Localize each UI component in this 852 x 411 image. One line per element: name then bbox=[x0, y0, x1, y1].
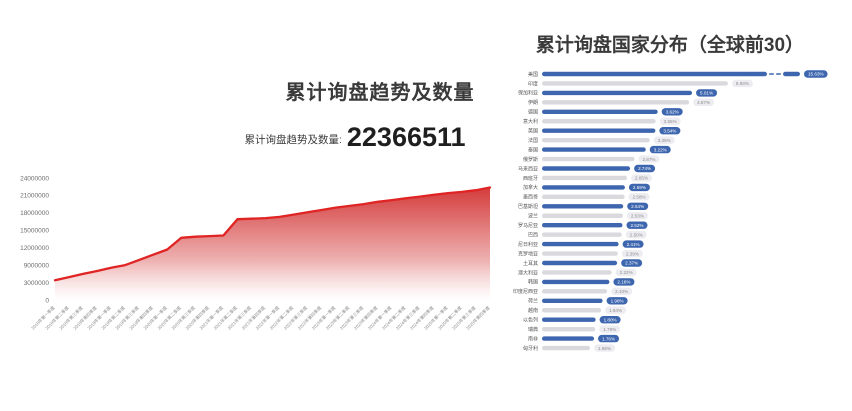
svg-text:3.54%: 3.54% bbox=[663, 128, 676, 133]
svg-text:尼日利亚: 尼日利亚 bbox=[518, 241, 538, 248]
svg-text:西班牙: 西班牙 bbox=[523, 175, 538, 182]
svg-text:9000000: 9000000 bbox=[24, 262, 50, 269]
svg-text:5.01%: 5.01% bbox=[700, 91, 713, 96]
svg-text:1.94%: 1.94% bbox=[609, 308, 622, 313]
svg-text:3000000: 3000000 bbox=[24, 280, 50, 287]
svg-text:2.39%: 2.39% bbox=[626, 251, 639, 256]
svg-text:2.50%: 2.50% bbox=[630, 232, 643, 237]
svg-text:法国: 法国 bbox=[528, 137, 538, 144]
svg-text:3.22%: 3.22% bbox=[654, 147, 667, 152]
svg-text:2.54%: 2.54% bbox=[631, 204, 644, 209]
svg-text:伊朗: 伊朗 bbox=[528, 99, 538, 106]
svg-text:美国: 美国 bbox=[528, 71, 538, 78]
svg-text:泰国: 泰国 bbox=[528, 146, 538, 153]
svg-text:1.80%: 1.80% bbox=[604, 317, 617, 322]
svg-text:2.10%: 2.10% bbox=[615, 289, 628, 294]
svg-text:2.16%: 2.16% bbox=[617, 280, 630, 285]
svg-text:2.52%: 2.52% bbox=[630, 223, 643, 228]
svg-text:1.66%: 1.66% bbox=[598, 346, 611, 351]
svg-text:波兰: 波兰 bbox=[528, 213, 538, 220]
svg-text:马来西亚: 马来西亚 bbox=[518, 165, 538, 172]
svg-text:越南: 越南 bbox=[528, 307, 538, 314]
svg-text:2.37%: 2.37% bbox=[625, 261, 638, 266]
svg-text:1.79%: 1.79% bbox=[603, 327, 616, 332]
svg-text:英国: 英国 bbox=[528, 128, 538, 135]
trend-stat: 累计询盘趋势及数量: 22366511 bbox=[95, 122, 615, 153]
svg-text:2.87%: 2.87% bbox=[642, 157, 655, 162]
trend-chart-title: 累计询盘趋势及数量 bbox=[285, 82, 475, 104]
svg-text:墨西哥: 墨西哥 bbox=[523, 195, 538, 201]
svg-text:4.87%: 4.87% bbox=[697, 100, 710, 105]
svg-text:匈牙利: 匈牙利 bbox=[523, 345, 538, 352]
svg-text:18000000: 18000000 bbox=[20, 210, 49, 217]
svg-text:15.63%: 15.63% bbox=[808, 72, 824, 77]
distribution-chart-title: 累计询盘国家分布（全球前30） bbox=[535, 35, 805, 56]
svg-text:24000000: 24000000 bbox=[20, 175, 49, 182]
svg-text:加拿大: 加拿大 bbox=[523, 184, 538, 191]
svg-text:21000000: 21000000 bbox=[20, 193, 49, 200]
svg-text:1.76%: 1.76% bbox=[602, 336, 615, 341]
svg-text:保加利亚: 保加利亚 bbox=[518, 90, 538, 97]
svg-text:3.35%: 3.35% bbox=[658, 138, 671, 143]
svg-text:荷兰: 荷兰 bbox=[528, 298, 538, 305]
svg-text:3.55%: 3.55% bbox=[664, 119, 677, 124]
svg-text:南非: 南非 bbox=[528, 335, 538, 342]
svg-text:2.58%: 2.58% bbox=[633, 195, 646, 200]
svg-text:8.93%: 8.93% bbox=[736, 81, 749, 86]
svg-text:0: 0 bbox=[45, 297, 49, 304]
trend-stat-label: 累计询盘趋势及数量: bbox=[244, 134, 342, 146]
svg-text:韩国: 韩国 bbox=[528, 279, 538, 286]
svg-text:土耳其: 土耳其 bbox=[523, 260, 538, 267]
svg-text:2.65%: 2.65% bbox=[635, 176, 648, 181]
svg-text:印度尼西亚: 印度尼西亚 bbox=[513, 288, 538, 295]
trend-area-chart[interactable]: 0 3000000 9000000 12000000 15000000 18000000 2… bbox=[16, 165, 508, 380]
svg-text:意大利: 意大利 bbox=[523, 118, 538, 125]
trend-stat-value: 22366511 bbox=[346, 122, 466, 152]
svg-text:15000000: 15000000 bbox=[20, 228, 49, 235]
svg-text:2.59%: 2.59% bbox=[633, 185, 646, 190]
svg-text:2.53%: 2.53% bbox=[631, 213, 644, 218]
svg-text:2.74%: 2.74% bbox=[638, 166, 651, 171]
svg-text:以色列: 以色列 bbox=[523, 317, 538, 324]
svg-text:瑞典: 瑞典 bbox=[528, 326, 538, 333]
svg-text:克罗地亚: 克罗地亚 bbox=[518, 250, 538, 257]
svg-text:2.22%: 2.22% bbox=[620, 270, 633, 275]
svg-text:2025年第四季度: 2025年第四季度 bbox=[465, 304, 492, 331]
svg-text:巴基斯坦: 巴基斯坦 bbox=[518, 203, 538, 210]
svg-text:2.41%: 2.41% bbox=[627, 242, 640, 247]
svg-text:俄罗斯: 俄罗斯 bbox=[523, 156, 538, 163]
svg-text:12000000: 12000000 bbox=[20, 245, 49, 252]
svg-text:印度: 印度 bbox=[528, 80, 538, 87]
svg-text:罗马尼亚: 罗马尼亚 bbox=[518, 222, 538, 229]
country-bar-chart[interactable]: 美国 15.63% 印度 8.93% 保加利亚 5.01% 伊朗 4.87% 德国 3.62% 意大… bbox=[505, 60, 852, 360]
svg-text:澳大利亚: 澳大利亚 bbox=[518, 269, 538, 276]
svg-text:1.98%: 1.98% bbox=[611, 299, 624, 304]
svg-text:3.62%: 3.62% bbox=[666, 110, 679, 115]
svg-text:巴西: 巴西 bbox=[528, 232, 538, 238]
svg-text:德国: 德国 bbox=[528, 109, 538, 116]
